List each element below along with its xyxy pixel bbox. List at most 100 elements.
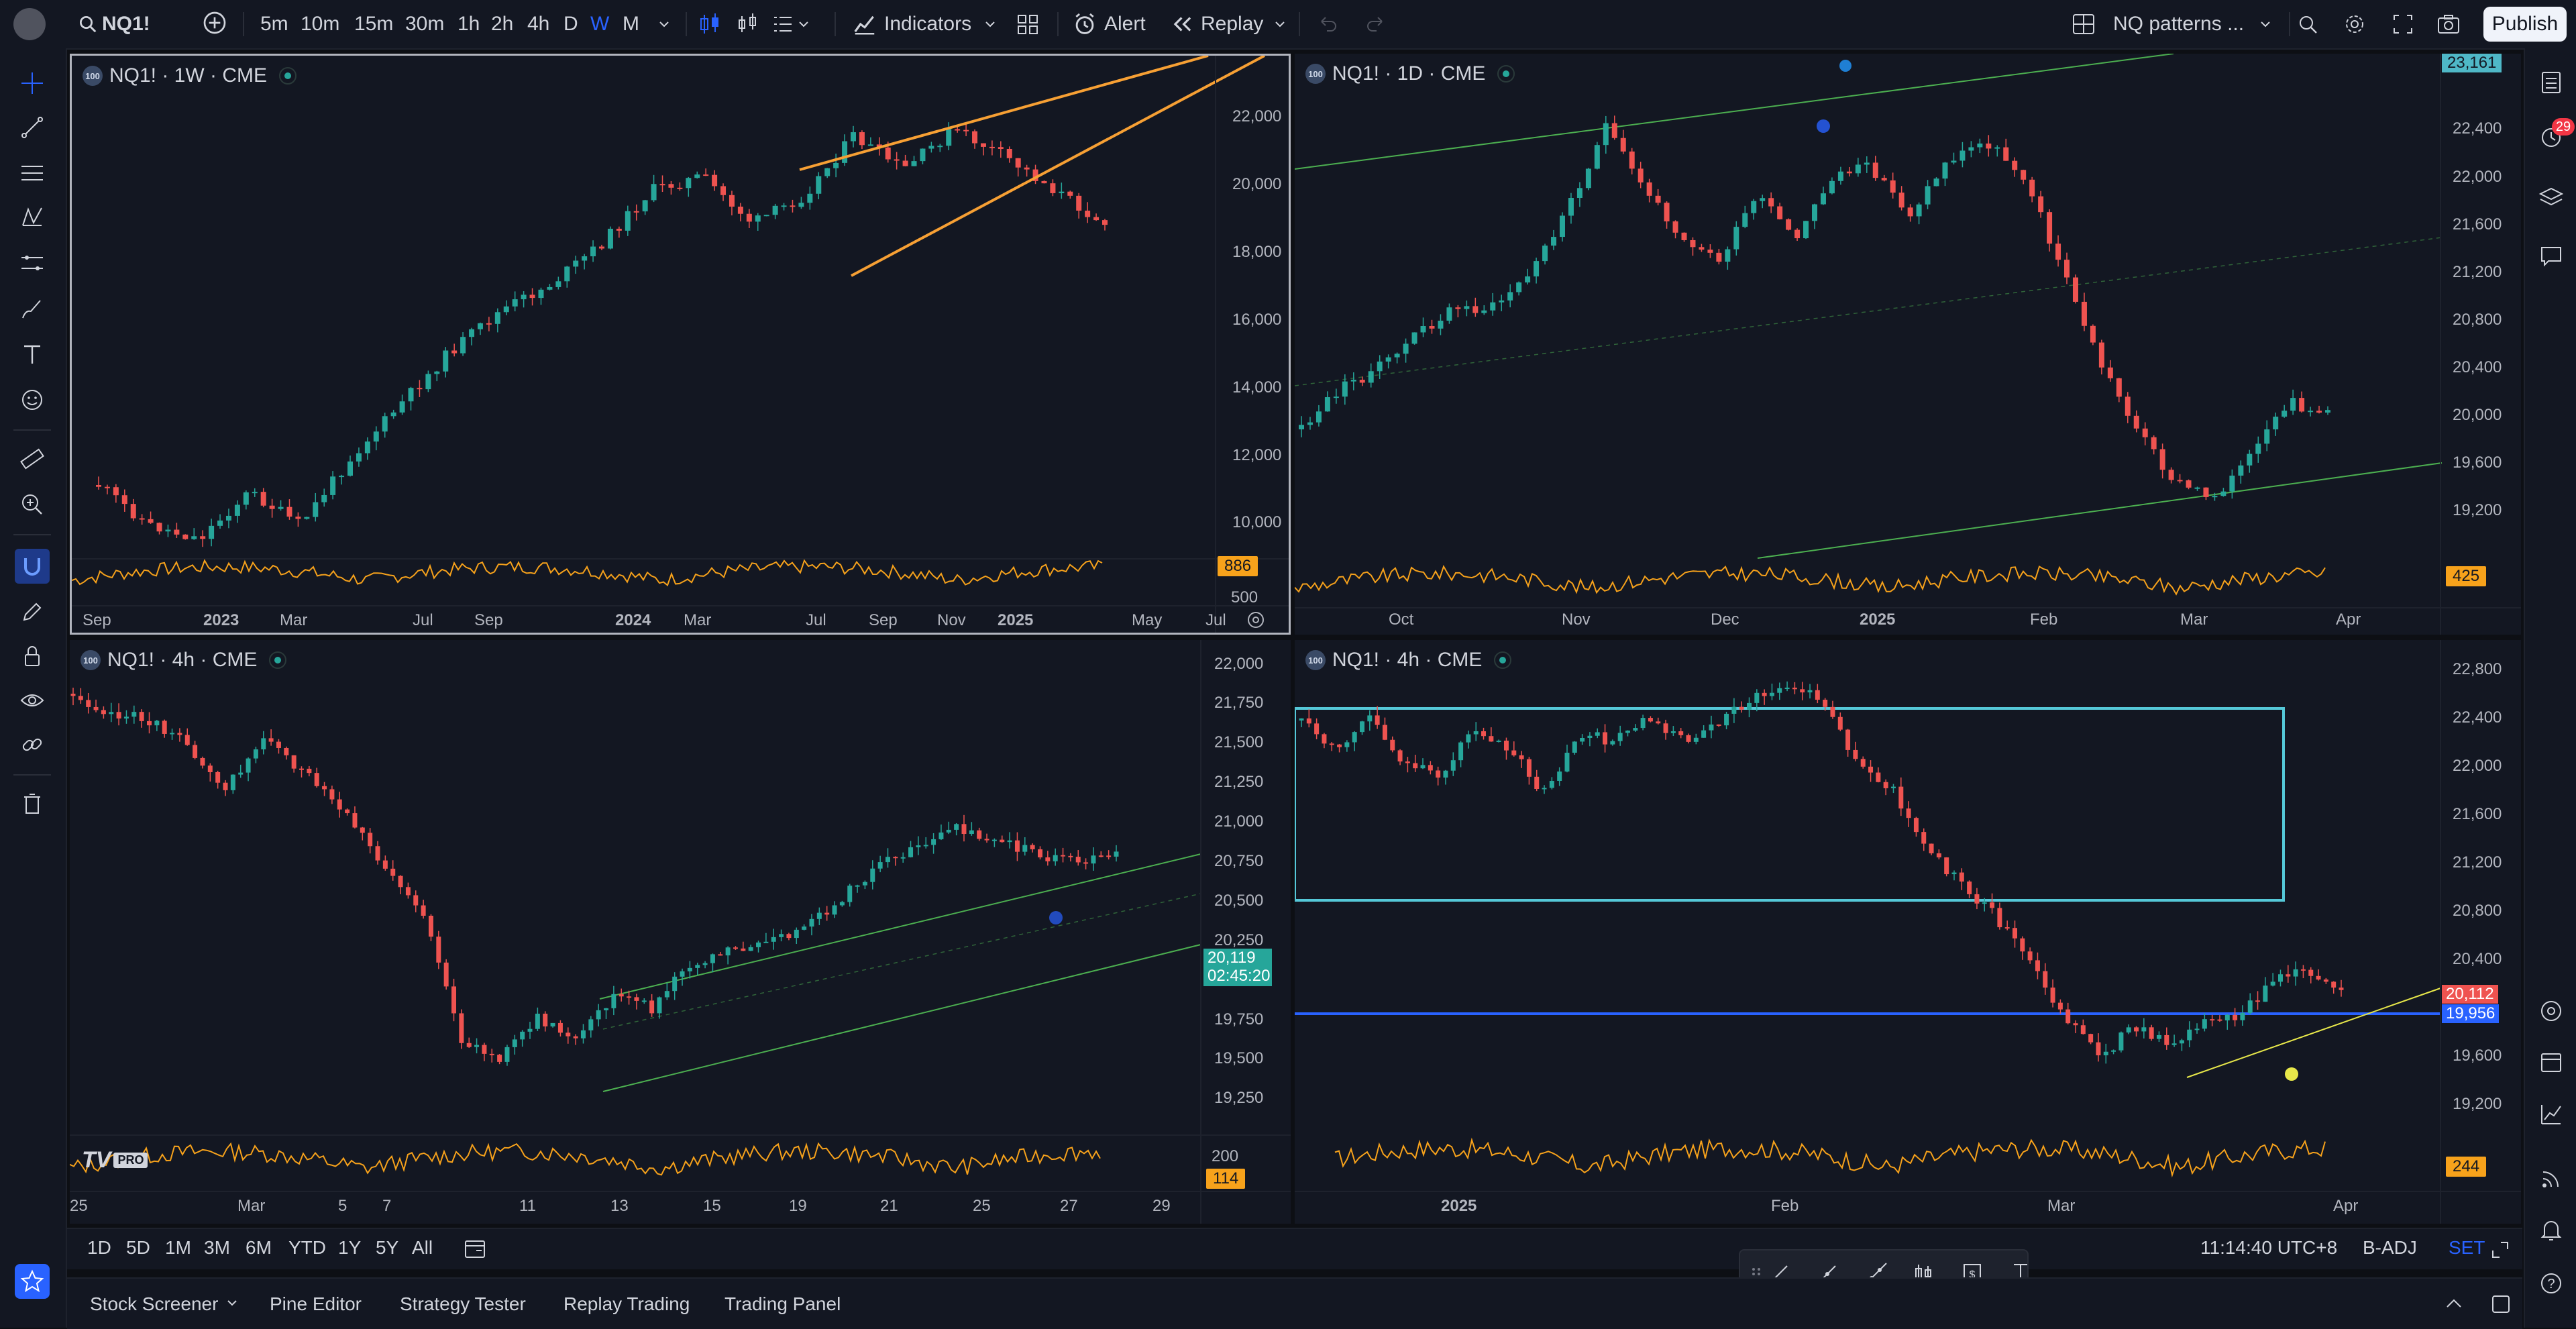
chat-icon[interactable] — [2534, 239, 2568, 272]
pattern-icon[interactable] — [15, 200, 50, 235]
templates-button[interactable] — [1014, 9, 1041, 39]
interval-button-30m[interactable]: 30m — [405, 13, 445, 35]
price-chart-area[interactable] — [1295, 54, 2521, 635]
interval-dropdown-chevron[interactable] — [657, 9, 671, 39]
layout-grid-button[interactable] — [2070, 9, 2097, 39]
zoom-in-icon[interactable] — [15, 487, 50, 522]
calendar-icon[interactable] — [2534, 1045, 2568, 1079]
goto-date-button[interactable] — [463, 1238, 487, 1260]
bottom-tab-stock-screener[interactable]: Stock Screener — [90, 1293, 219, 1314]
range-button-5d[interactable]: 5D — [126, 1237, 150, 1258]
candle-body — [1041, 180, 1047, 184]
chart-pane-weekly[interactable]: 100 NQ1! · 1W · CME 22,000 20,000 18,000 16… — [70, 54, 1291, 635]
replay-dropdown-chevron[interactable] — [1273, 9, 1287, 39]
bottom-tab-trading-panel[interactable]: Trading Panel — [724, 1293, 841, 1314]
range-button-1y[interactable]: 1Y — [338, 1237, 362, 1258]
lock-icon[interactable] — [15, 639, 50, 674]
candles-chart-type-button[interactable] — [698, 9, 722, 39]
bottom-tab-strategy-tester[interactable]: Strategy Tester — [400, 1293, 526, 1314]
quick-search-button[interactable] — [2294, 9, 2321, 39]
watchlist-icon[interactable] — [2534, 66, 2568, 99]
range-button-all[interactable]: All — [412, 1237, 433, 1258]
candle-body — [779, 934, 784, 937]
range-button-1m[interactable]: 1M — [165, 1237, 191, 1258]
interval-button-4h[interactable]: 4h — [527, 13, 550, 35]
bars-chart-type-button[interactable] — [735, 9, 759, 39]
interval-button-m[interactable]: M — [623, 13, 639, 35]
trend-line-icon[interactable] — [15, 110, 50, 145]
clock-timezone[interactable]: 11:14:40 UTC+8 — [2200, 1237, 2338, 1258]
emoji-icon[interactable] — [15, 382, 50, 417]
collapse-panel-icon[interactable] — [2442, 1292, 2466, 1316]
chart-pane-4h-right[interactable]: 100 NQ1! · 4h · CME 22,800 22,400 22,000 21… — [1295, 640, 2521, 1224]
settings-button[interactable] — [2341, 9, 2368, 39]
timezone-settings-icon[interactable] — [1246, 610, 1266, 630]
range-button-6m[interactable]: 6M — [246, 1237, 272, 1258]
range-button-5y[interactable]: 5Y — [376, 1237, 399, 1258]
chart-style-list-button[interactable] — [771, 9, 812, 39]
range-button-1d[interactable]: 1D — [87, 1237, 111, 1258]
undo-button[interactable] — [1315, 9, 1339, 39]
range-button-ytd[interactable]: YTD — [288, 1237, 326, 1258]
alerts-clock-icon[interactable] — [2534, 121, 2568, 154]
maximize-panel-icon[interactable] — [2489, 1292, 2513, 1316]
chevron-down-icon[interactable] — [225, 1296, 239, 1310]
interval-button-10m[interactable]: 10m — [301, 13, 340, 35]
magnet-icon[interactable] — [15, 549, 50, 584]
text-icon[interactable] — [15, 337, 50, 372]
candle-body — [771, 937, 776, 942]
link-icon[interactable] — [15, 727, 50, 762]
candle-body — [573, 260, 579, 267]
horizontal-lines-icon[interactable] — [15, 156, 50, 191]
trash-icon[interactable] — [15, 786, 50, 821]
indicators-button[interactable]: Indicators — [852, 9, 971, 39]
chart-drawing-icon[interactable] — [2534, 1098, 2568, 1131]
symbol-search[interactable]: NQ1! — [78, 9, 150, 39]
replay-button[interactable]: Replay — [1170, 9, 1263, 39]
target-icon[interactable] — [2534, 994, 2568, 1028]
broadcast-icon[interactable] — [2534, 1162, 2568, 1195]
interval-button-1h[interactable]: 1h — [458, 13, 480, 35]
bell-icon[interactable] — [2534, 1213, 2568, 1246]
fullscreen-button[interactable] — [2390, 9, 2416, 39]
bottom-tab-pine-editor[interactable]: Pine Editor — [270, 1293, 362, 1314]
adjustment-toggle[interactable]: B-ADJ — [2363, 1237, 2417, 1258]
candle-body — [1853, 749, 1858, 759]
candle-body — [2159, 449, 2165, 470]
star-icon[interactable] — [15, 1264, 50, 1299]
price-chart-area[interactable] — [70, 640, 1291, 1224]
maximize-icon[interactable] — [2489, 1238, 2512, 1261]
layers-icon[interactable] — [2534, 181, 2568, 215]
publish-button[interactable]: Publish — [2483, 7, 2567, 42]
chart-pane-4h-left[interactable]: 100 NQ1! · 4h · CME 22,000 21,750 21,500 21… — [70, 640, 1291, 1224]
session-toggle[interactable]: SET — [2449, 1237, 2485, 1258]
indicators-dropdown-chevron[interactable] — [983, 9, 997, 39]
help-icon[interactable]: ? — [2534, 1267, 2568, 1300]
brush-icon[interactable] — [15, 291, 50, 326]
forecasting-icon[interactable] — [15, 246, 50, 280]
interval-button-5m[interactable]: 5m — [260, 13, 288, 35]
range-button-3m[interactable]: 3M — [204, 1237, 230, 1258]
candle-body — [1611, 123, 1617, 138]
interval-button-15m[interactable]: 15m — [354, 13, 394, 35]
interval-button-w[interactable]: W — [590, 13, 610, 35]
bottom-tab-replay-trading[interactable]: Replay Trading — [564, 1293, 690, 1314]
snapshot-button[interactable] — [2435, 9, 2462, 39]
eye-icon[interactable] — [15, 683, 50, 718]
candle-body — [885, 857, 890, 863]
price-chart-area[interactable] — [72, 56, 1289, 633]
candle-body — [1751, 201, 1757, 213]
ruler-icon[interactable] — [15, 441, 50, 476]
redo-button[interactable] — [1364, 9, 1389, 39]
compare-symbol-button[interactable] — [201, 9, 228, 39]
chart-pane-daily[interactable]: 100 NQ1! · 1D · CME 23,161 22,400 22,000 2… — [1295, 54, 2521, 635]
notification-count: 29 — [2555, 119, 2571, 134]
interval-button-2h[interactable]: 2h — [491, 13, 514, 35]
layout-name-button[interactable]: NQ patterns ... — [2113, 9, 2272, 39]
interval-button-d[interactable]: D — [564, 13, 578, 35]
user-avatar[interactable] — [13, 8, 46, 40]
alert-button[interactable]: Alert — [1072, 9, 1146, 39]
crosshair-icon[interactable] — [15, 66, 50, 101]
price-chart-area[interactable] — [1295, 640, 2521, 1224]
lock-pencil-icon[interactable] — [15, 594, 50, 629]
